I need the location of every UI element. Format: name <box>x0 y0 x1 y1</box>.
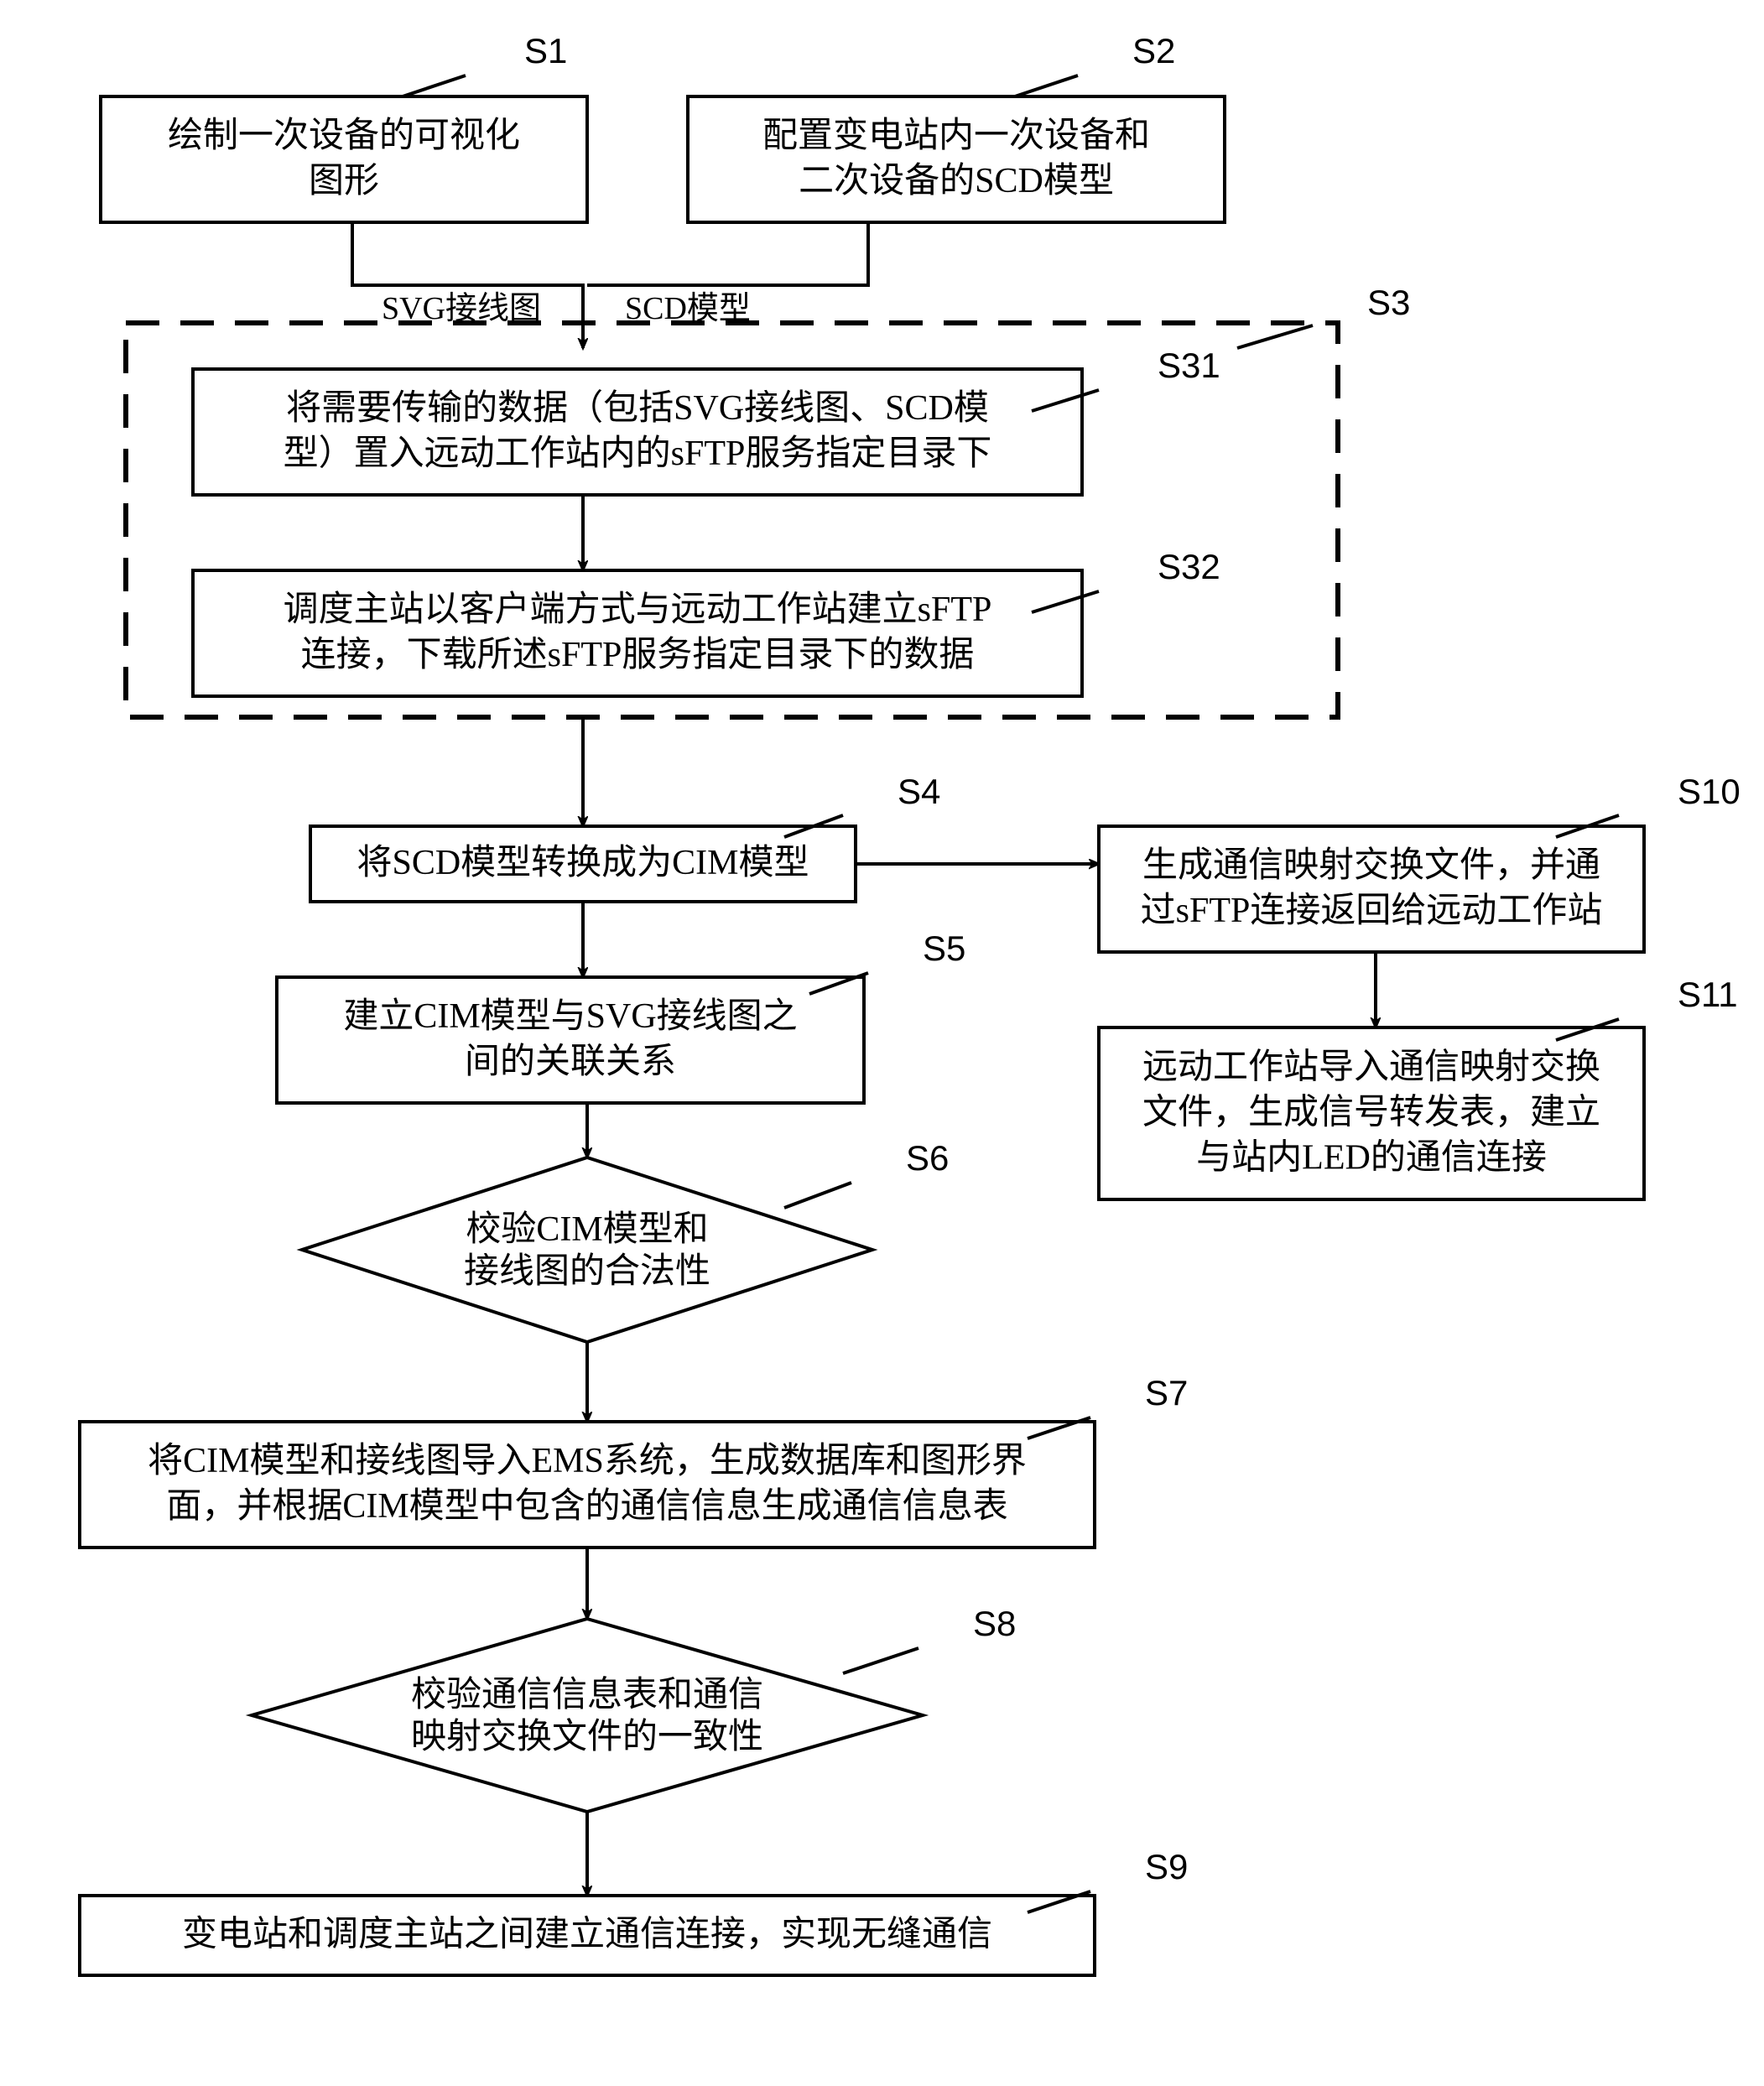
node-text: 调度主站以客户端方式与远动工作站建立sFTP <box>284 590 992 629</box>
node-text: 将需要传输的数据（包括SVG接线图、SCD模 <box>286 389 989 428</box>
node-text: 绘制一次设备的可视化 <box>168 117 520 155</box>
node-text: 过sFTP连接返回给远动工作站 <box>1141 892 1603 930</box>
node-text: 文件，生成信号转发表，建立 <box>1142 1092 1600 1131</box>
node-s4: 将SCD模型转换成为CIM模型 S4 <box>310 772 940 902</box>
step-label-S8: S8 <box>973 1604 1016 1643</box>
node-text: 映射交换文件的一致性 <box>411 1717 763 1756</box>
step-label-S1: S1 <box>524 31 567 70</box>
edge-label: SVG接线图 <box>382 291 541 326</box>
node-text: 变电站和调度主站之间建立通信连接，实现无缝通信 <box>182 1914 992 1953</box>
node-s11: 远动工作站导入通信映射交换文件，生成信号转发表，建立与站内LED的通信连接 S11 <box>1099 975 1738 1199</box>
node-s5: 建立CIM模型与SVG接线图之间的关联关系 S5 <box>277 929 965 1103</box>
node-text: 生成通信映射交换文件，并通 <box>1142 845 1600 885</box>
step-label-S31: S31 <box>1158 346 1220 385</box>
edge <box>587 222 868 285</box>
step-label-S32: S32 <box>1158 547 1220 586</box>
node-s9: 变电站和调度主站之间建立通信连接，实现无缝通信 S9 <box>80 1847 1188 1975</box>
node-text: 连接，下载所述sFTP服务指定目录下的数据 <box>301 635 975 674</box>
node-text: 与站内LED的通信连接 <box>1196 1138 1547 1177</box>
node-s6: 校验CIM模型和接线图的合法性 S6 <box>302 1138 949 1342</box>
node-text: 建立CIM模型与SVG接线图之 <box>343 996 797 1036</box>
node-s32: 调度主站以客户端方式与远动工作站建立sFTP 连接，下载所述sFTP服务指定目录下… <box>193 547 1220 696</box>
node-s7: 将CIM模型和接线图导入EMS系统，生成数据库和图形界面，并根据CIM模型中包含… <box>80 1373 1188 1548</box>
node-text: 校验通信信息表和通信 <box>411 1675 763 1714</box>
flowchart-canvas: 绘制一次设备的可视化图形 S1 配置变电站内一次设备和二次设备的SCD模型 S2 S3 将… <box>0 0 1764 2086</box>
edge-label: SCD模型 <box>625 291 751 326</box>
step-label-S2: S2 <box>1132 31 1175 70</box>
step-label-S3: S3 <box>1367 283 1410 322</box>
edge <box>352 222 583 348</box>
node-s1: 绘制一次设备的可视化图形 S1 <box>101 31 587 222</box>
node-text: 远动工作站导入通信映射交换 <box>1142 1047 1600 1086</box>
node-text: 面，并根据CIM模型中包含的通信信息生成通信信息表 <box>166 1486 1007 1526</box>
node-text: 将CIM模型和接线图导入EMS系统，生成数据库和图形界 <box>148 1442 1027 1480</box>
node-text: 二次设备的SCD模型 <box>799 162 1114 200</box>
step-label-S9: S9 <box>1145 1847 1188 1886</box>
node-s8: 校验通信信息表和通信映射交换文件的一致性 S8 <box>252 1604 1016 1812</box>
step-label-S6: S6 <box>906 1138 949 1178</box>
step-label-S4: S4 <box>898 772 940 811</box>
step-label-S5: S5 <box>923 929 965 968</box>
node-s2: 配置变电站内一次设备和二次设备的SCD模型 S2 <box>688 31 1225 222</box>
step-label-S7: S7 <box>1145 1373 1188 1412</box>
node-text: 将SCD模型转换成为CIM模型 <box>356 844 809 882</box>
node-text: 型）置入远动工作站内的sFTP服务指定目录下 <box>284 434 992 473</box>
node-text: 间的关联关系 <box>465 1043 676 1081</box>
node-text: 接线图的合法性 <box>464 1252 710 1291</box>
node-text: 配置变电站内一次设备和 <box>762 116 1150 155</box>
node-text: 图形 <box>309 162 379 200</box>
step-label-S10: S10 <box>1678 772 1741 811</box>
step-label-S11: S11 <box>1678 975 1738 1014</box>
node-s10: 生成通信映射交换文件，并通过sFTP连接返回给远动工作站 S10 <box>1099 772 1741 952</box>
node-text: 校验CIM模型和 <box>466 1209 708 1249</box>
node-s31: 将需要传输的数据（包括SVG接线图、SCD模型）置入远动工作站内的sFTP服务指… <box>193 346 1220 495</box>
